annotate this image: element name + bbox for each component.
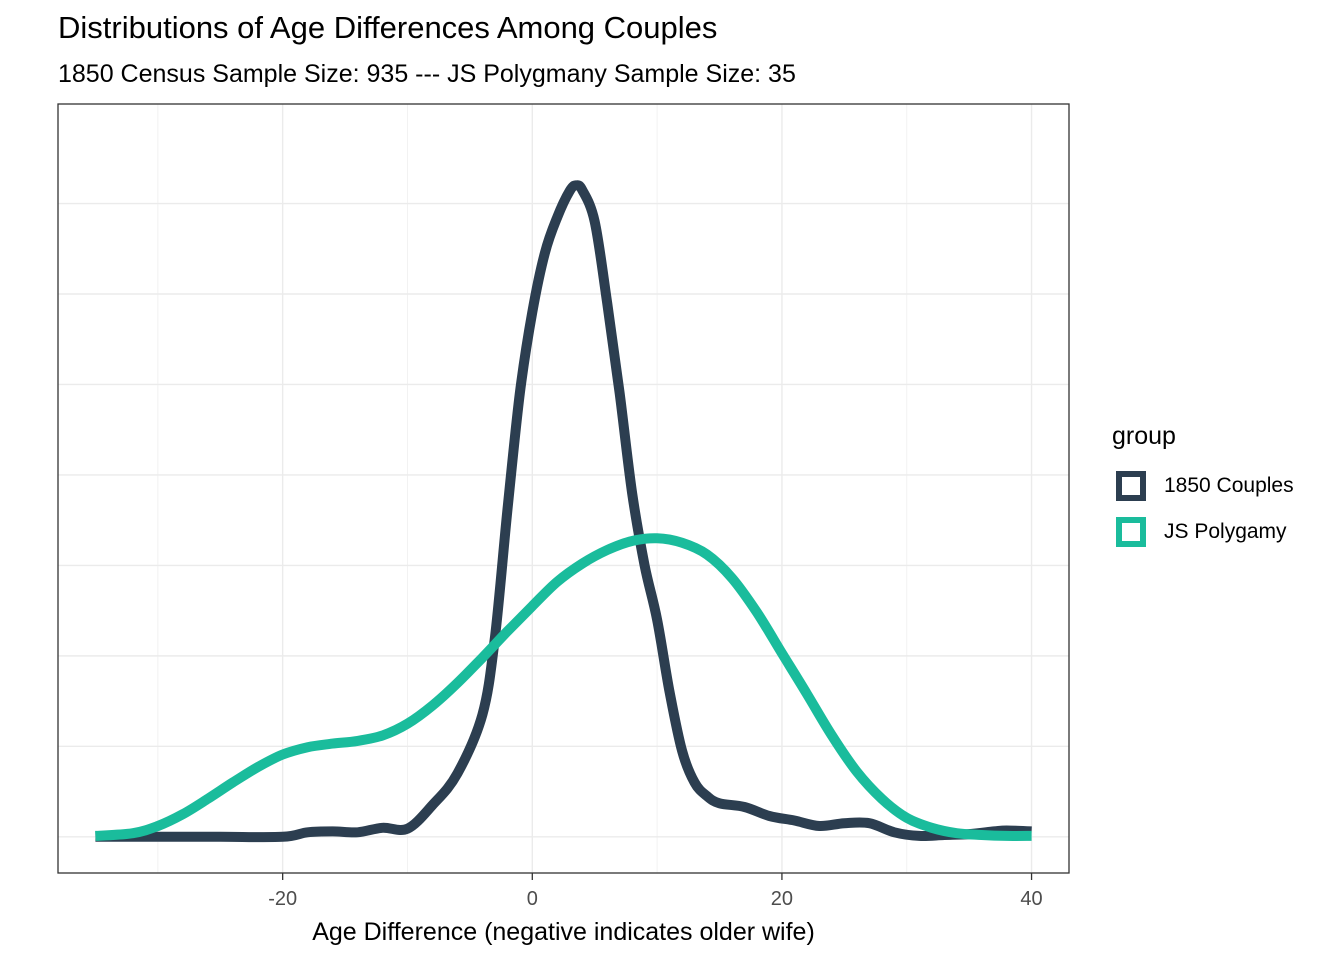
legend-label-1850-couples: 1850 Couples xyxy=(1164,474,1294,497)
x-tick-label: 20 xyxy=(771,888,793,910)
x-tick-label: 40 xyxy=(1020,888,1042,910)
legend-title: group xyxy=(1112,422,1176,450)
series-line-0 xyxy=(95,180,1032,843)
x-tick-label: 0 xyxy=(527,888,538,910)
series-lines xyxy=(95,180,1032,843)
series-line-1 xyxy=(95,533,1032,841)
panel-border xyxy=(57,103,1070,874)
grid-lines xyxy=(58,104,1069,873)
chart-title: Distributions of Age Differences Among C… xyxy=(58,10,718,45)
x-tick-label: -20 xyxy=(268,888,297,910)
x-axis: -20 0 20 40 xyxy=(268,873,1043,910)
legend-key-1850-couples xyxy=(1116,471,1146,501)
chart-subtitle: 1850 Census Sample Size: 935 --- JS Poly… xyxy=(58,60,796,88)
x-axis-label: Age Difference (negative indicates older… xyxy=(312,918,815,946)
legend-key-js-polygamy xyxy=(1116,517,1146,547)
legend-item-js-polygamy: JS Polygamy xyxy=(1112,509,1294,555)
legend: group 1850 Couples JS Polygamy xyxy=(1112,422,1294,555)
legend-label-js-polygamy: JS Polygamy xyxy=(1164,520,1287,543)
legend-item-1850-couples: 1850 Couples xyxy=(1112,463,1294,509)
